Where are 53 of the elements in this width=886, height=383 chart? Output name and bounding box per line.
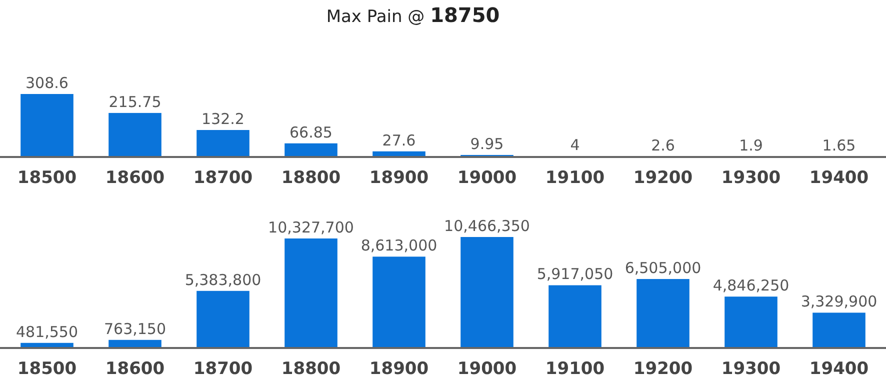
data-label: 132.2 [202, 110, 244, 128]
x-tick-label: 18800 [281, 359, 341, 379]
data-label: 4,846,250 [712, 276, 790, 295]
data-label: 8,613,000 [360, 236, 438, 255]
x-tick-label: 18700 [193, 168, 253, 188]
data-label: 1.65 [822, 136, 856, 155]
x-tick-label: 19400 [809, 359, 869, 379]
bar [196, 130, 250, 157]
data-label: 2.6 [651, 136, 675, 154]
x-tick-label: 18900 [369, 168, 429, 188]
x-tick-label: 19200 [633, 359, 693, 379]
bar [460, 237, 514, 348]
data-label: 763,150 [104, 320, 166, 338]
x-tick-label: 18500 [17, 359, 77, 379]
x-tick-label: 19000 [457, 168, 517, 188]
bar [284, 238, 338, 348]
x-tick-label: 18600 [105, 359, 165, 379]
data-label: 5,917,050 [536, 265, 614, 284]
data-label: 481,550 [16, 322, 78, 341]
data-label: 66.85 [290, 123, 332, 142]
x-tick-label: 18900 [369, 359, 429, 379]
x-tick-label: 18800 [281, 168, 341, 188]
x-tick-label: 19200 [633, 168, 693, 188]
bar [636, 279, 690, 348]
x-tick-label: 19300 [721, 359, 781, 379]
data-label: 10,327,700 [268, 218, 354, 236]
data-label: 1.9 [739, 136, 763, 155]
data-label: 5,383,800 [184, 270, 262, 289]
x-tick-label: 19100 [545, 359, 605, 379]
bar [724, 296, 778, 348]
x-tick-label: 18600 [105, 168, 165, 188]
data-label: 10,466,350 [444, 217, 530, 235]
bar [20, 94, 74, 157]
bar [108, 112, 162, 157]
bar [284, 143, 338, 157]
data-label: 27.6 [382, 131, 416, 150]
bar [196, 290, 250, 348]
data-label: 9.95 [470, 134, 504, 153]
data-label: 3,329,900 [800, 292, 878, 311]
data-label: 4 [570, 136, 580, 154]
x-tick-label: 18500 [17, 168, 77, 188]
chart-title: Max Pain @ 18750 [326, 3, 500, 27]
x-tick-label: 19000 [457, 359, 517, 379]
x-tick-label: 18700 [193, 359, 253, 379]
data-label: 6,505,000 [624, 259, 702, 278]
x-tick-label: 19300 [721, 168, 781, 188]
bar [812, 312, 866, 348]
x-tick-label: 19400 [809, 168, 869, 188]
data-label: 215.75 [108, 92, 162, 111]
x-tick-label: 19100 [545, 168, 605, 188]
bar [372, 256, 426, 348]
bar [548, 285, 602, 348]
data-label: 308.6 [26, 74, 68, 92]
